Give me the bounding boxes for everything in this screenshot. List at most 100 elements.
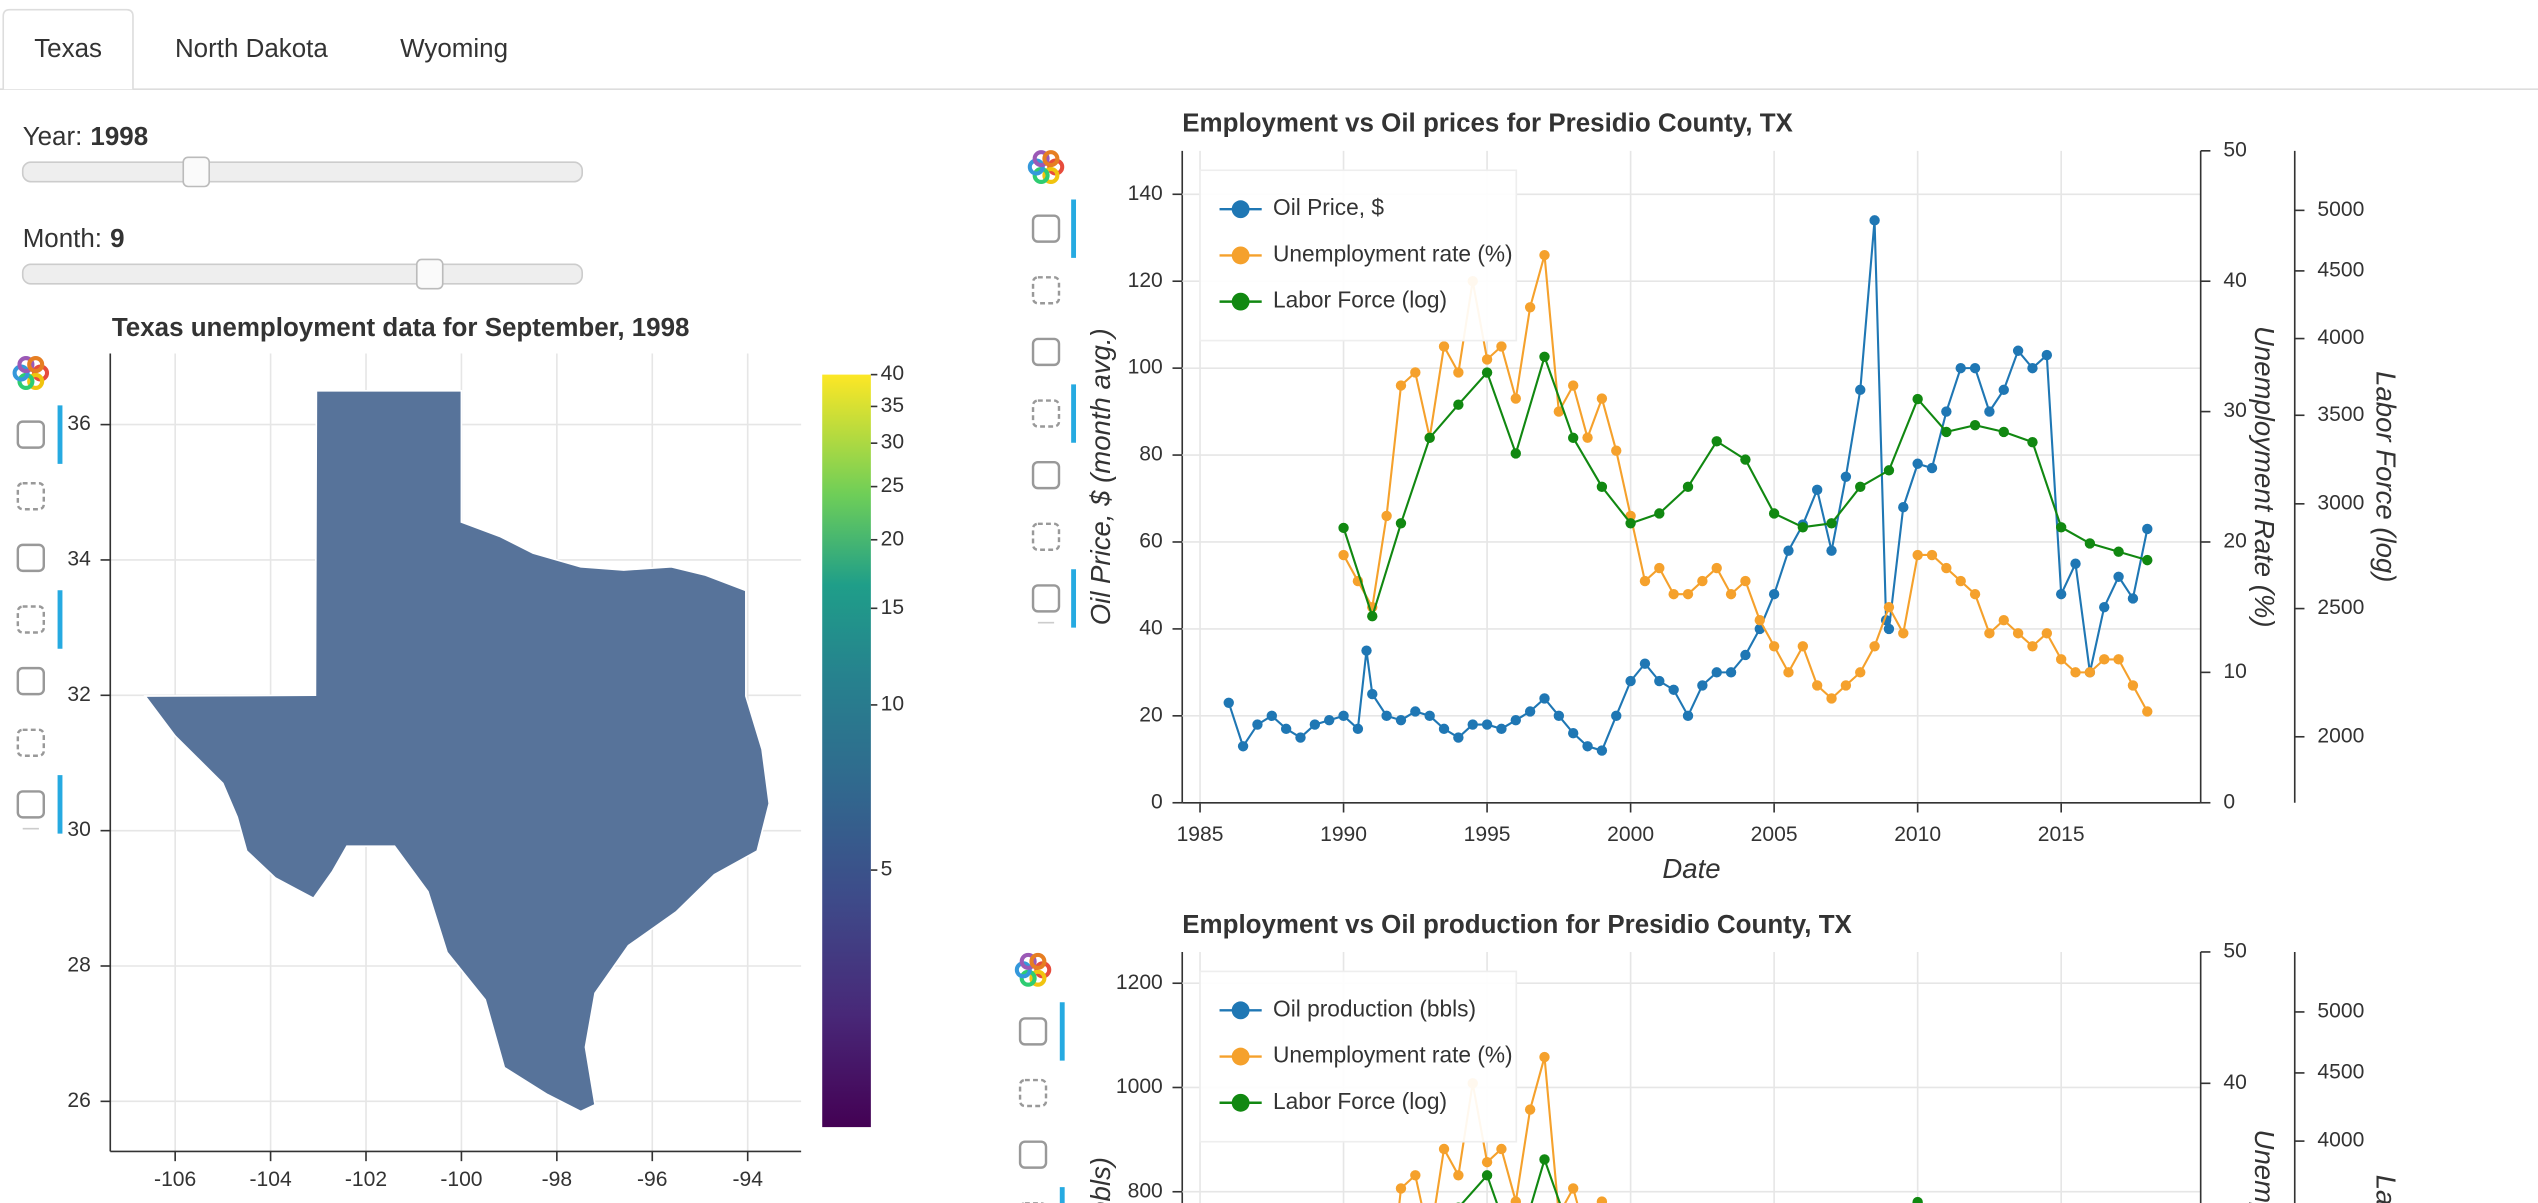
- y-tick-label: 80: [1139, 443, 1162, 466]
- tool-icon[interactable]: [16, 790, 46, 819]
- tab[interactable]: Wyoming: [400, 35, 508, 63]
- x-tick-label: 1985: [1177, 823, 1224, 846]
- slider-handle[interactable]: [415, 258, 444, 290]
- x-tick-label: -96: [637, 1168, 667, 1191]
- x-tick-label: 1990: [1320, 823, 1367, 846]
- tool-icon[interactable]: [1018, 1017, 1048, 1046]
- data-point: [1568, 728, 1579, 739]
- legend-label: Labor Force (log): [1273, 287, 1447, 313]
- tool-icon[interactable]: [1031, 337, 1061, 367]
- tool-icon[interactable]: [16, 420, 46, 449]
- data-point: [1840, 680, 1852, 691]
- data-point: [1697, 680, 1708, 691]
- data-point: [1582, 741, 1593, 752]
- data-point: [1969, 420, 1981, 431]
- slider-value: 1998: [90, 123, 148, 151]
- y3-axis-label: Labor Force (log): [2371, 371, 2402, 582]
- data-point: [2055, 654, 2067, 665]
- data-point: [1424, 432, 1435, 444]
- data-point: [1381, 710, 1392, 722]
- data-point: [1898, 502, 1909, 513]
- data-point: [2027, 362, 2038, 374]
- data-point: [1395, 380, 1407, 391]
- y-tick-label: 1200: [1116, 971, 1163, 994]
- tool-icon[interactable]: [16, 543, 46, 573]
- data-point: [1510, 393, 1521, 404]
- tab[interactable]: Texas: [34, 35, 102, 63]
- colorbar-label: 30: [881, 431, 904, 454]
- x-axis-label: Date: [1662, 853, 1720, 884]
- data-point: [1682, 481, 1694, 493]
- tool-icon[interactable]: [1018, 1078, 1048, 1108]
- data-point: [1998, 426, 2009, 438]
- x-tick-label: -98: [542, 1168, 572, 1191]
- data-point: [1596, 1196, 1608, 1203]
- y-tick-label: 120: [1128, 269, 1163, 292]
- data-point: [1361, 645, 1372, 656]
- colorbar-label: 25: [881, 474, 904, 497]
- data-point: [1654, 562, 1665, 574]
- y-axis-label: Oil production (bbls): [1085, 1157, 1116, 1203]
- data-point: [1395, 518, 1407, 529]
- y-tick-label: 40: [2223, 269, 2246, 292]
- y-tick-label: 1000: [1116, 1075, 1163, 1098]
- data-point: [1352, 723, 1364, 735]
- y-tick-label: 4000: [2317, 326, 2364, 349]
- tool-icon[interactable]: [1031, 276, 1061, 305]
- y-tick-label: 50: [2223, 138, 2246, 161]
- data-point: [1912, 458, 1923, 469]
- tool-icon[interactable]: [1031, 584, 1061, 613]
- x-tick-label: -106: [154, 1168, 196, 1191]
- slider-track[interactable]: [21, 161, 584, 183]
- data-point: [2142, 706, 2153, 717]
- tool-icon[interactable]: [1031, 214, 1061, 243]
- slider-track[interactable]: [21, 263, 584, 285]
- x-tick-label: -104: [249, 1168, 291, 1191]
- y-tick-label: 40: [1139, 616, 1162, 639]
- data-point: [1338, 549, 1349, 561]
- data-point: [1266, 710, 1277, 722]
- tab[interactable]: North Dakota: [175, 35, 328, 63]
- data-point: [2142, 523, 2153, 535]
- legend-marker: [1231, 292, 1250, 311]
- data-point: [1998, 615, 2009, 626]
- legend-marker: [1231, 1093, 1250, 1112]
- y-tick-label: 3000: [2317, 491, 2364, 514]
- legend-marker: [1231, 1001, 1250, 1020]
- data-point: [1855, 667, 1866, 678]
- tool-icon[interactable]: [1018, 1140, 1048, 1169]
- data-point: [1754, 615, 1765, 626]
- y2-axis-label: Unemployment Rate (%): [2249, 1130, 2280, 1203]
- data-point: [1811, 484, 1823, 496]
- data-point: [1955, 362, 1966, 374]
- slider-handle[interactable]: [182, 156, 211, 188]
- data-point: [1611, 445, 1622, 456]
- data-point: [1309, 719, 1321, 730]
- data-point: [1926, 549, 1938, 561]
- y-tick-label: 26: [67, 1089, 90, 1112]
- data-point: [2127, 680, 2139, 691]
- data-point: [1883, 465, 1895, 476]
- data-point: [1367, 688, 1378, 700]
- tool-icon[interactable]: [1031, 522, 1061, 551]
- data-point: [1926, 462, 1938, 474]
- y-tick-label: 4500: [2317, 1060, 2364, 1083]
- tool-icon[interactable]: [16, 482, 46, 511]
- tool-icon[interactable]: [16, 605, 46, 634]
- data-point: [1510, 714, 1521, 726]
- data-point: [2070, 558, 2081, 569]
- tool-icon[interactable]: [1031, 460, 1061, 490]
- data-point: [1783, 667, 1794, 678]
- data-point: [1969, 362, 1981, 374]
- tool-icon[interactable]: [16, 666, 46, 696]
- data-point: [1410, 367, 1421, 378]
- data-point: [1524, 1104, 1536, 1115]
- data-point: [1984, 406, 1995, 417]
- data-point: [1481, 354, 1493, 365]
- data-point: [1453, 367, 1464, 378]
- data-point: [1912, 1196, 1923, 1203]
- data-point: [1280, 723, 1292, 735]
- data-point: [1826, 693, 1837, 704]
- tool-icon[interactable]: [1031, 399, 1061, 428]
- tool-icon[interactable]: [16, 728, 46, 757]
